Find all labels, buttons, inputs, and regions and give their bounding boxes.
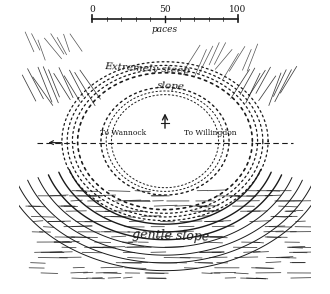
Text: To Willingdon: To Willingdon (184, 129, 237, 137)
Text: 0: 0 (89, 5, 95, 14)
Text: 50: 50 (159, 5, 171, 14)
Text: To Wannock: To Wannock (100, 129, 146, 137)
Text: Extremely steep: Extremely steep (105, 62, 190, 75)
Text: 100: 100 (229, 5, 247, 14)
Text: paces: paces (152, 25, 178, 34)
Text: gentle slope: gentle slope (132, 228, 210, 244)
Text: slope: slope (157, 81, 185, 91)
